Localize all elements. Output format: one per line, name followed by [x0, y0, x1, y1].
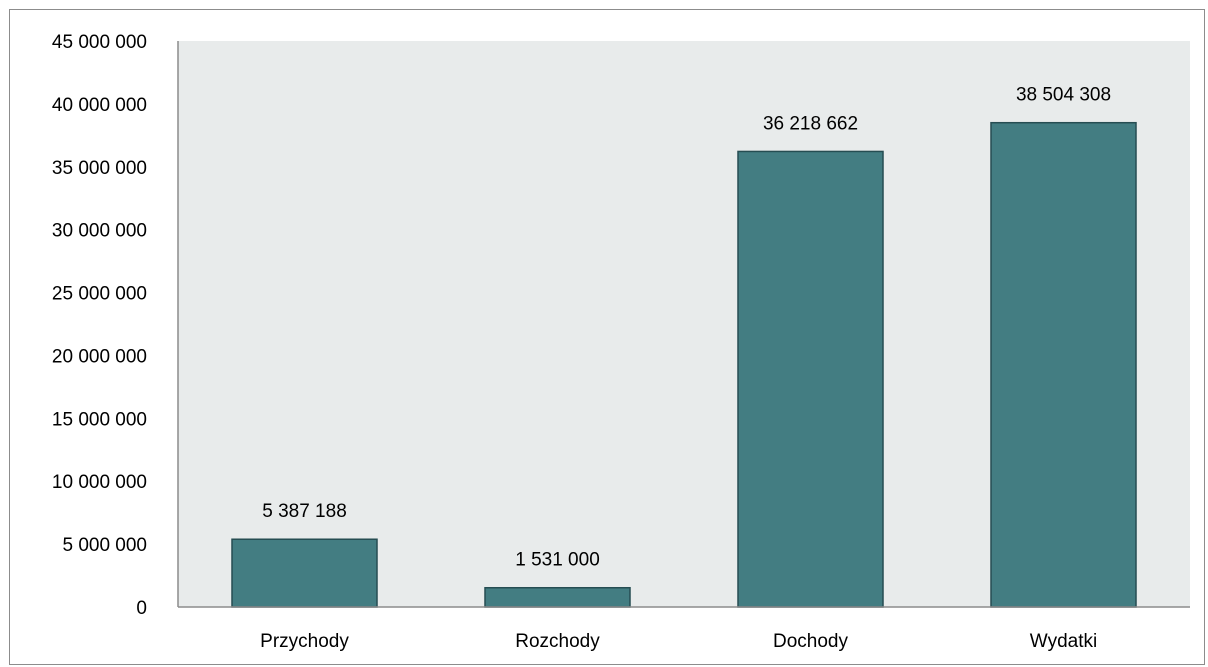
x-tick-label-dochody: Dochody: [773, 631, 848, 652]
data-label-rozchody: 1 531 000: [515, 550, 600, 571]
x-tick-label-rozchody: Rozchody: [515, 631, 600, 652]
y-tick-label: 0: [136, 598, 147, 619]
data-labels: 5 387 188 1 531 000 36 218 662 38 504 308: [262, 85, 1111, 571]
x-axis-ticks: Przychody Rozchody Dochody Wydatki: [260, 631, 1097, 652]
y-tick-label: 40 000 000: [52, 95, 147, 116]
x-tick-label-przychody: Przychody: [260, 631, 349, 652]
bar-wydatki: [990, 121, 1137, 608]
y-tick-label: 25 000 000: [52, 284, 147, 305]
y-tick-label: 35 000 000: [52, 158, 147, 179]
data-label-dochody: 36 218 662: [763, 113, 858, 134]
bar-rozchody: [484, 586, 631, 608]
y-tick-label: 5 000 000: [62, 535, 147, 556]
data-label-wydatki: 38 504 308: [1016, 85, 1111, 106]
x-tick-label-wydatki: Wydatki: [1030, 631, 1097, 652]
bar-przychody: [231, 538, 378, 608]
data-label-przychody: 5 387 188: [262, 501, 347, 522]
y-tick-label: 30 000 000: [52, 221, 147, 242]
y-tick-label: 20 000 000: [52, 346, 147, 367]
y-tick-label: 10 000 000: [52, 472, 147, 493]
bars: [231, 121, 1137, 608]
bar-dochody: [737, 150, 884, 608]
y-tick-label: 15 000 000: [52, 409, 147, 430]
y-tick-label: 45 000 000: [52, 32, 147, 53]
y-axis-ticks: 0 5 000 000 10 000 000 15 000 000 20 000 000…: [52, 32, 147, 619]
